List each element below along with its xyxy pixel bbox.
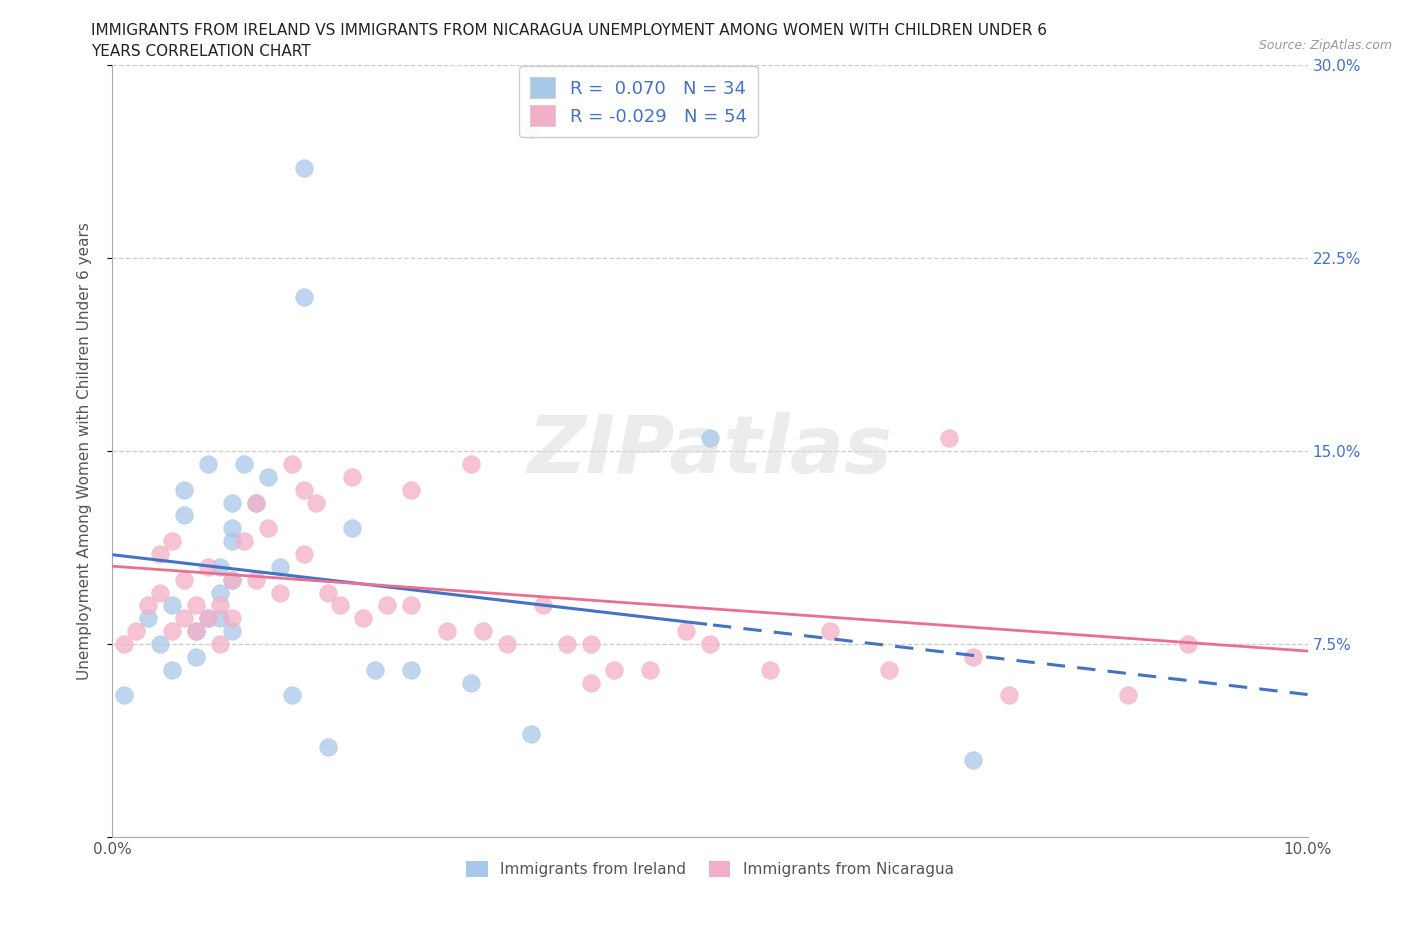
Point (520, 726, 543, 741)
Point (173, 508, 195, 523)
Point (269, 585, 291, 600)
Point (579, 637, 602, 652)
Point (245, 495, 267, 510)
Y-axis label: Unemployment Among Women with Children Under 6 years: Unemployment Among Women with Children U… (77, 222, 91, 680)
Point (496, 637, 519, 652)
Point (149, 585, 172, 600)
Point (197, 611, 219, 626)
Point (938, 431, 960, 445)
Point (138, 598, 160, 613)
Point (520, 122, 543, 137)
Point (281, 688, 304, 703)
Point (316, 739, 339, 754)
Point (364, 662, 387, 677)
Point (640, 662, 662, 677)
Point (209, 598, 232, 613)
Point (460, 675, 482, 690)
Point (209, 559, 232, 574)
Point (162, 598, 183, 613)
Point (209, 585, 232, 600)
Point (125, 624, 148, 639)
Point (245, 495, 267, 510)
Point (675, 624, 697, 639)
Point (221, 624, 243, 639)
Point (579, 675, 602, 690)
Point (221, 572, 243, 587)
Point (879, 662, 901, 677)
Point (340, 521, 363, 536)
Point (197, 457, 219, 472)
Point (209, 637, 232, 652)
Point (1177, 637, 1199, 652)
Point (472, 624, 495, 639)
Point (292, 161, 315, 176)
Point (759, 662, 782, 677)
Point (305, 495, 328, 510)
Point (603, 662, 626, 677)
Point (998, 688, 1021, 703)
Point (173, 572, 195, 587)
Point (173, 611, 195, 626)
Point (1118, 688, 1140, 703)
Text: YEARS CORRELATION CHART: YEARS CORRELATION CHART (91, 44, 311, 59)
Point (257, 521, 280, 536)
Point (162, 534, 183, 549)
Point (114, 637, 135, 652)
Point (186, 649, 208, 664)
Point (460, 457, 482, 472)
Point (149, 547, 172, 562)
Point (316, 585, 339, 600)
Point (197, 559, 219, 574)
Point (149, 637, 172, 652)
Point (233, 457, 256, 472)
Point (340, 470, 363, 485)
Point (186, 624, 208, 639)
Point (292, 482, 315, 497)
Point (269, 559, 291, 574)
Point (281, 457, 304, 472)
Point (221, 611, 243, 626)
Point (173, 482, 195, 497)
Text: ZIPatlas: ZIPatlas (527, 412, 893, 490)
Point (353, 611, 375, 626)
Point (162, 624, 183, 639)
Point (138, 611, 160, 626)
Text: Source: ZipAtlas.com: Source: ZipAtlas.com (1258, 39, 1392, 52)
Text: IMMIGRANTS FROM IRELAND VS IMMIGRANTS FROM NICARAGUA UNEMPLOYMENT AMONG WOMEN WI: IMMIGRANTS FROM IRELAND VS IMMIGRANTS FR… (91, 23, 1047, 38)
Point (962, 649, 984, 664)
Point (401, 662, 423, 677)
Point (233, 534, 256, 549)
Point (197, 611, 219, 626)
Point (209, 611, 232, 626)
Point (257, 470, 280, 485)
Point (221, 521, 243, 536)
Point (329, 598, 352, 613)
Point (292, 289, 315, 304)
Point (162, 662, 183, 677)
Point (221, 572, 243, 587)
Point (531, 598, 554, 613)
Point (186, 624, 208, 639)
Point (377, 598, 399, 613)
Point (186, 598, 208, 613)
Point (436, 624, 458, 639)
Point (401, 482, 423, 497)
Point (962, 752, 984, 767)
Legend: Immigrants from Ireland, Immigrants from Nicaragua: Immigrants from Ireland, Immigrants from… (460, 856, 960, 884)
Point (221, 495, 243, 510)
Point (114, 688, 135, 703)
Point (818, 624, 841, 639)
Point (221, 534, 243, 549)
Point (555, 637, 578, 652)
Point (699, 431, 721, 445)
Point (292, 547, 315, 562)
Point (401, 598, 423, 613)
Point (699, 637, 721, 652)
Point (245, 572, 267, 587)
